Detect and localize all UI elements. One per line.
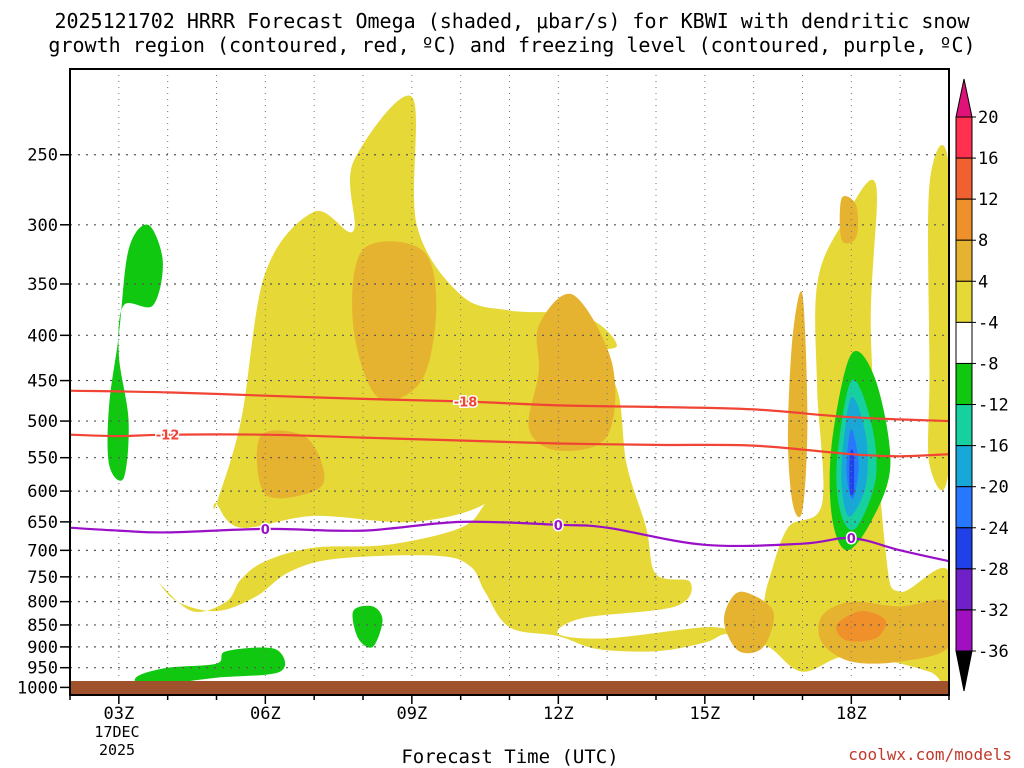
colorbar-segment [955,362,973,406]
y-tick-label: 900 [27,638,58,658]
omega-region [849,449,855,496]
y-tick-label: 650 [27,513,58,533]
omega-region [928,145,949,491]
ground-fill [70,681,949,695]
colorbar-segment [955,239,973,282]
omega-region [836,611,887,642]
colorbar: 20 16 12 8 4 -4 -8 -12 -16 -20 -24 -28 -32 -36 [955,78,1009,692]
freezing-level-contour-label: 0 [261,523,270,538]
omega-region [352,241,437,401]
y-tick-label: 850 [27,616,58,636]
colorbar-label: 12 [978,190,998,210]
colorbar-segment [955,486,973,529]
colorbar-label: -24 [978,519,1009,539]
colorbar-segment [955,116,973,159]
y-tick-label: 750 [27,568,58,588]
colorbar-segment [955,609,973,652]
date-label-day: 17DEC [94,723,139,741]
y-tick-label: 250 [27,146,58,166]
grid-layer [70,69,949,695]
omega-region [528,293,616,451]
colorbar-label: -36 [978,642,1009,662]
y-tick-label: 950 [27,659,58,679]
colorbar-segment [955,527,973,570]
x-tick-label: 15Z [689,704,720,724]
x-tick-label: 03Z [103,704,134,724]
colorbar-segment [955,445,973,488]
y-tick-label: 700 [27,541,58,561]
colorbar-label: -12 [978,396,1009,416]
dgz-contour-label: -12 [156,429,180,444]
x-tick-label: 09Z [396,704,427,724]
y-tick-label: 600 [27,482,58,502]
x-tick-label: 18Z [836,704,867,724]
colorbar-label: -32 [978,601,1009,621]
omega-region [787,291,808,518]
colorbar-label: -28 [978,560,1009,580]
colorbar-segment [955,568,973,611]
y-axis: 2503003504004505005506006507007508008509… [17,146,70,698]
colorbar-segment [955,198,973,241]
omega-region [256,430,325,499]
y-tick-label: 450 [27,372,58,392]
dgz-contour-line [70,433,949,458]
date-label-year: 2025 [99,741,135,759]
freezing-level-contour-line [70,520,949,563]
colorbar-label: -20 [978,478,1009,498]
colorbar-segment [955,321,973,364]
freezing-level-contour-label: 0 [554,519,563,534]
omega-region [352,605,383,648]
colorbar-segment [955,157,973,200]
colorbar-label: 16 [978,149,998,169]
x-tick-label: 12Z [543,704,574,724]
chart-title-line1: 2025121702 HRRR Forecast Omega (shaded, … [54,9,970,33]
omega-region [723,591,775,654]
colorbar-label: -4 [978,313,998,333]
y-tick-label: 800 [27,593,58,613]
omega-region [107,224,163,481]
colorbar-label: 8 [978,231,988,251]
dgz-contour-label: -18 [454,396,478,411]
chart-title-line2: growth region (contoured, red, ºC) and f… [48,33,975,57]
omega-shading-layer [107,95,949,693]
freezing-level-contour-label: 0 [847,532,856,547]
x-axis: 03Z 06Z 09Z 12Z 15Z 18Z [69,695,950,724]
colorbar-segment [955,404,973,447]
colorbar-label: 4 [978,272,988,292]
dgz-contour-line [70,389,949,423]
omega-region [839,195,859,244]
credit-label: coolwx.com/models [848,745,1012,764]
y-tick-label: 550 [27,449,58,469]
x-tick-label: 06Z [250,704,281,724]
colorbar-label: -16 [978,437,1009,457]
colorbar-label: 20 [978,108,998,128]
y-tick-label: 300 [27,216,58,236]
omega-region [134,647,286,685]
y-tick-label: 1000 [17,678,58,698]
x-axis-title: Forecast Time (UTC) [401,746,618,768]
y-tick-label: 400 [27,326,58,346]
y-tick-label: 500 [27,412,58,432]
colorbar-label: -8 [978,354,998,374]
y-tick-label: 350 [27,275,58,295]
colorbar-segment [955,280,973,323]
